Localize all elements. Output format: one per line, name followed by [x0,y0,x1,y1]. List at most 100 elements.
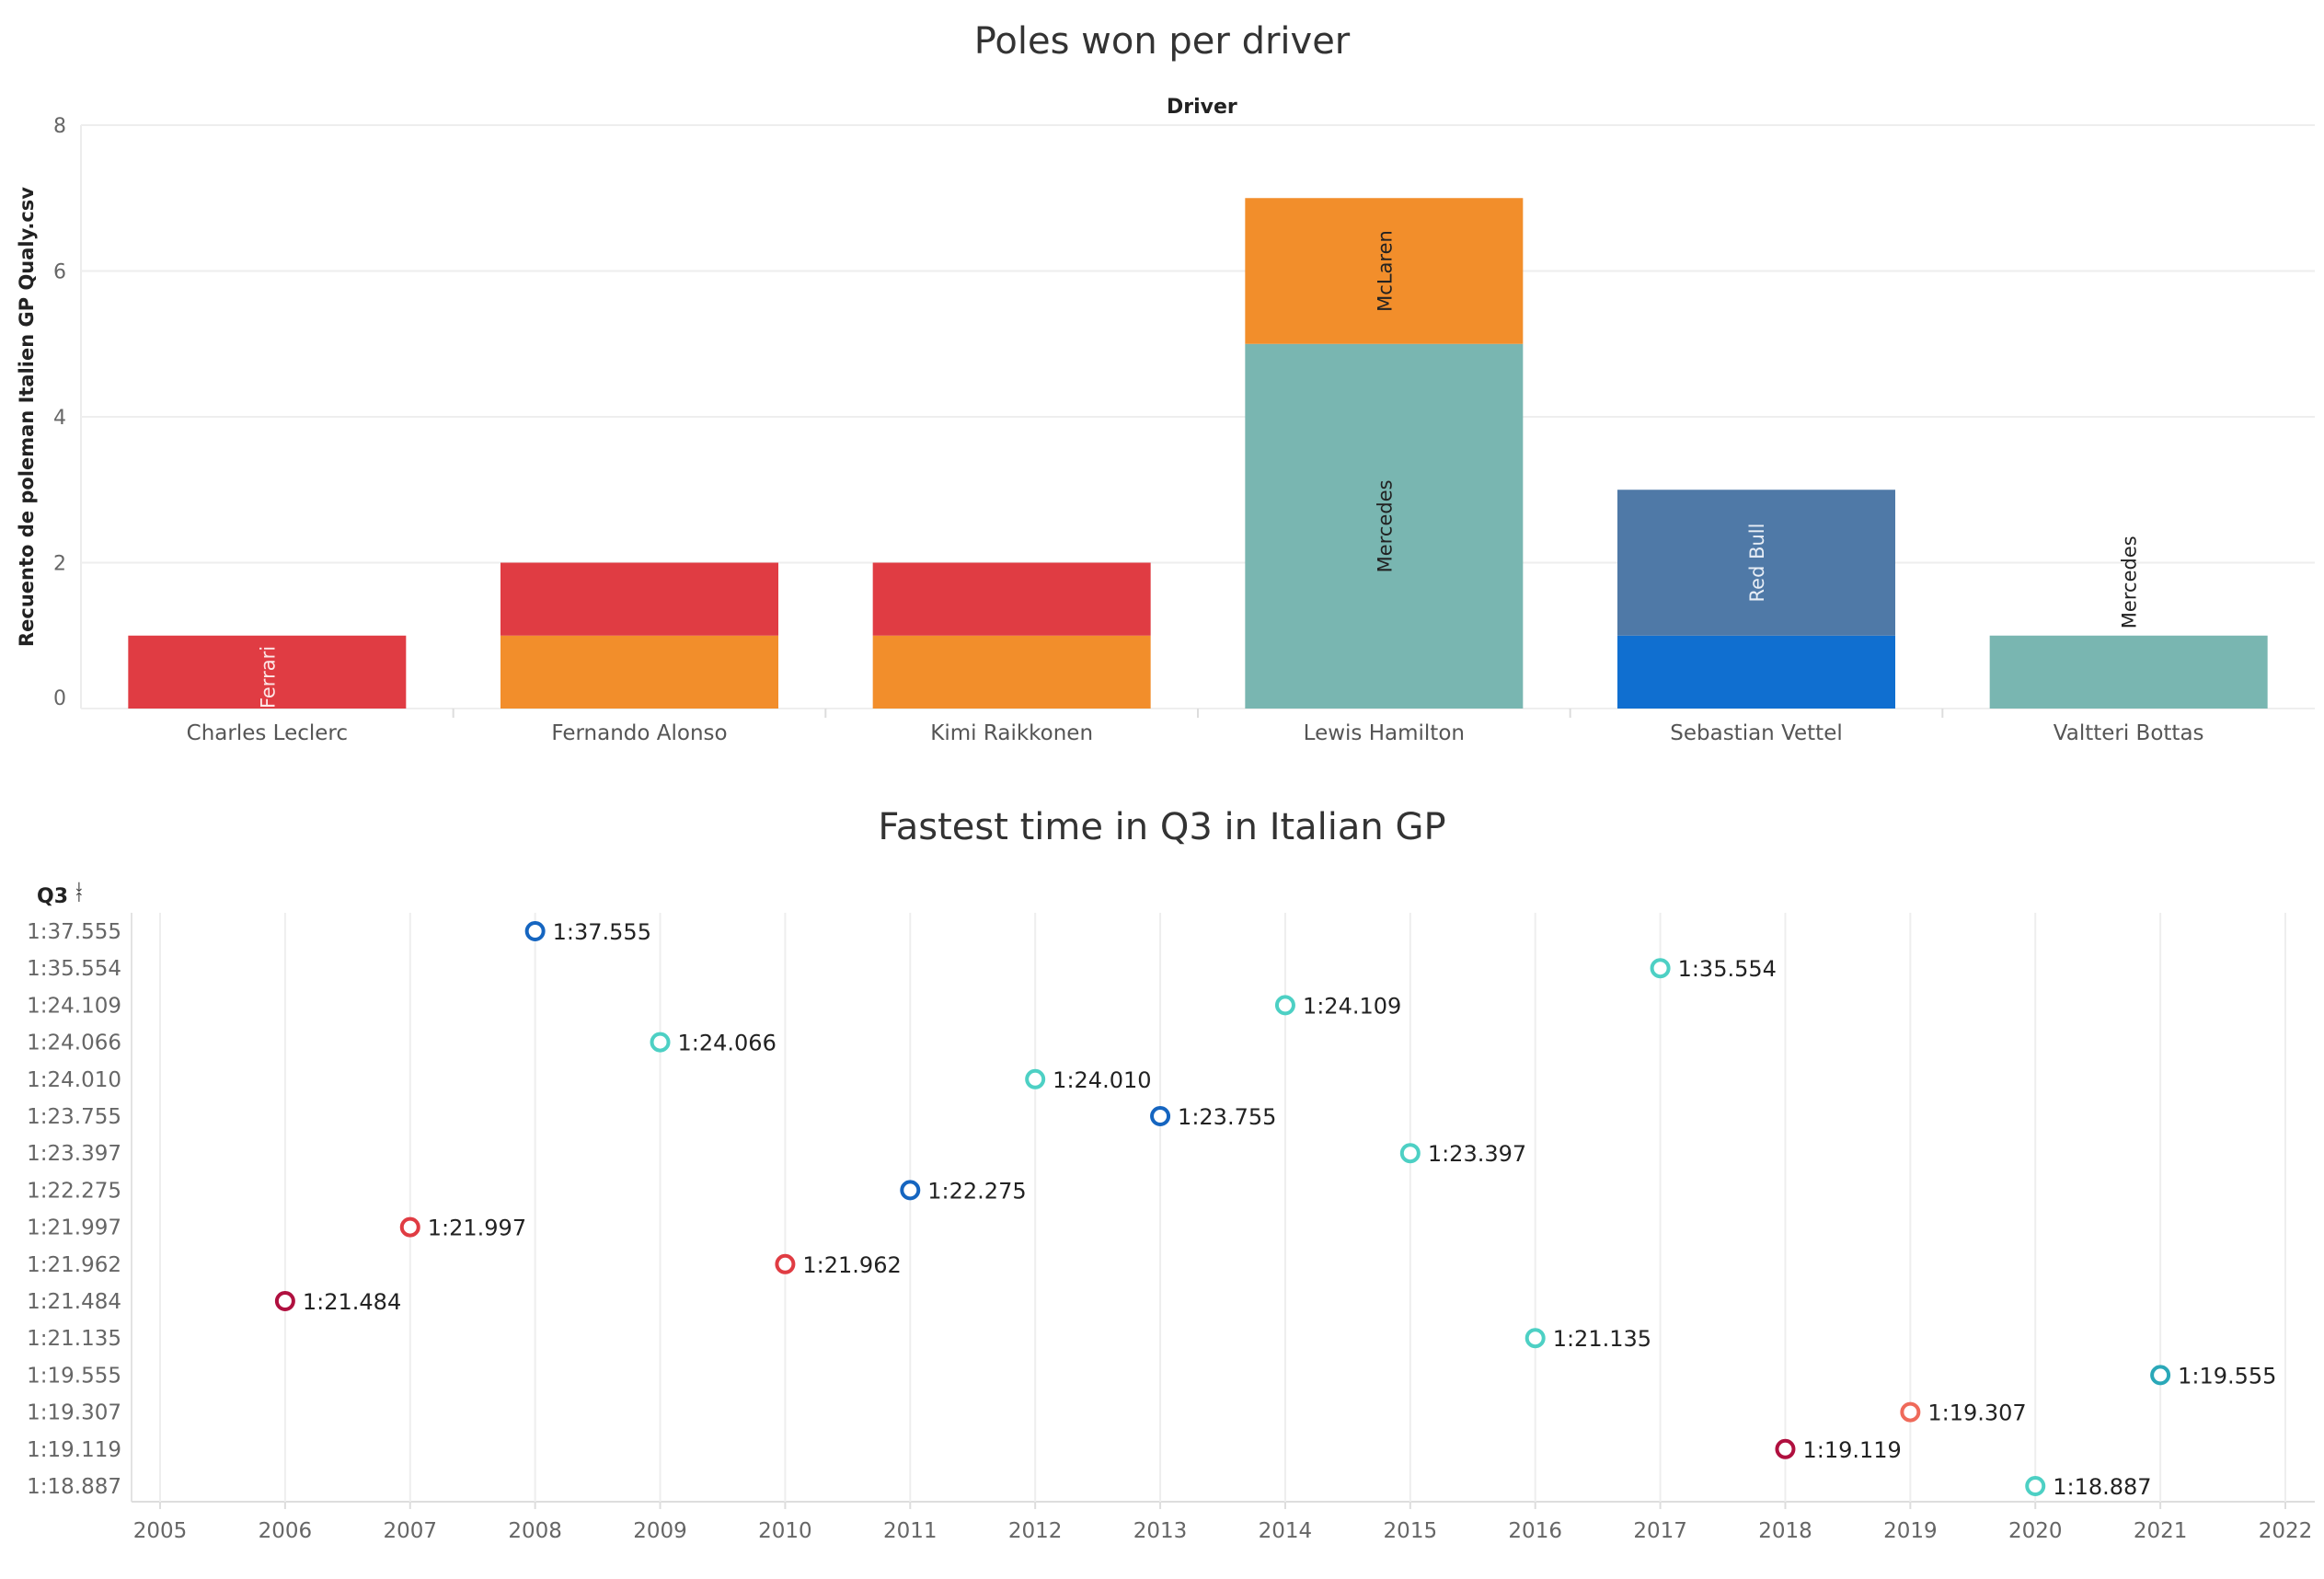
scatter-x-tick-label: 2011 [883,1519,938,1543]
bar-segment [872,562,1151,636]
bar-y-tick-label: 6 [53,261,66,284]
bar-segment [500,635,778,709]
scatter-x-tick-label: 2019 [1883,1519,1938,1543]
bar-x-tick-label: Sebastian Vettel [1670,721,1843,745]
scatter-x-tick-label: 2010 [758,1519,812,1543]
scatter-point-label: 1:21.997 [428,1216,526,1241]
scatter-point-label: 1:21.962 [802,1252,901,1278]
scatter-point [775,1253,796,1274]
scatter-x-tick-label: 2018 [1758,1519,1812,1543]
bar-x-tick-label: Charles Leclerc [187,721,348,745]
scatter-x-tick-label: 2021 [2134,1519,2188,1543]
scatter-y-tick-label: 1:18.887 [27,1475,121,1499]
scatter-point [1150,1106,1171,1126]
bar-segment-label: Mercedes [2119,536,2141,628]
scatter-point [1274,995,1295,1016]
bar-segment [1989,635,2268,709]
scatter-y-tick-label: 1:19.119 [27,1438,121,1462]
scatter-point [2150,1365,2171,1386]
scatter-x-tick-label: 2017 [1633,1519,1687,1543]
scatter-x-tick-label: 2008 [508,1519,562,1543]
scatter-point-label: 1:21.135 [1553,1326,1651,1352]
scatter-x-tick-label: 2022 [2259,1519,2313,1543]
q3-column-header: Q3 [37,885,69,908]
scatter-point [900,1180,921,1201]
bar-x-tick-label: Lewis Hamilton [1304,721,1465,745]
bar-segment [128,635,407,709]
scatter-x-tick-label: 2013 [1133,1519,1188,1543]
scatter-y-tick-label: 1:19.555 [27,1364,121,1388]
scatter-point-label: 1:24.109 [1303,993,1401,1019]
scatter-point-label: 1:19.307 [1927,1400,2026,1426]
scatter-x-tick-label: 2006 [259,1519,313,1543]
scatter-y-tick-label: 1:24.010 [27,1068,121,1092]
scatter-x-tick-label: 2014 [1259,1519,1313,1543]
scatter-y-tick-label: 1:23.755 [27,1105,121,1129]
bar-segment [1617,635,1895,709]
sort-descending-icon[interactable]: ↓ ↑ [74,881,85,905]
bar-y-tick-label: 0 [53,687,66,710]
scatter-chart: 2005 2006 2007 2008 2009 2010 2011 2012 2013 2014… [27,913,2315,1543]
bar-y-tick-label: 2 [53,553,66,576]
scatter-point [1775,1438,1796,1459]
scatter-point [524,921,546,941]
scatter-point [2025,1476,2046,1496]
scatter-point-label: 1:18.887 [2053,1474,2151,1500]
scatter-point-label: 1:21.484 [303,1289,401,1315]
scatter-point [274,1291,295,1311]
scatter-y-tick-label: 1:21.135 [27,1327,121,1351]
scatter-x-tick-label: 2009 [633,1519,687,1543]
scatter-point [399,1216,420,1238]
scatter-point-label: 1:24.010 [1053,1067,1151,1093]
scatter-y-tick-label: 1:21.997 [27,1216,121,1240]
bar-segment [500,562,778,636]
scatter-point-label: 1:23.397 [1428,1141,1526,1167]
bar-chart: 0 2 4 6 8 Recuento de poleman Italien GP Qual… [16,115,2315,745]
scatter-y-tick-label: 1:24.109 [27,994,121,1018]
scatter-point-label: 1:37.555 [553,919,651,945]
bar-x-tick-label: Valtteri Bottas [2054,721,2204,745]
scatter-x-tick-label: 2012 [1008,1519,1063,1543]
scatter-y-tick-label: 1:19.307 [27,1401,121,1425]
bar-segment [1245,343,1524,709]
bar-y-tick-label: 8 [53,115,66,138]
scatter-chart-title: Fastest time in Q3 in Italian GP [878,806,1446,848]
scatter-x-tick-label: 2005 [133,1519,188,1543]
scatter-y-tick-label: 1:22.275 [27,1179,121,1203]
scatter-y-tick-label: 1:35.554 [27,957,121,981]
scatter-point [1524,1328,1546,1349]
scatter-point-label: 1:24.066 [678,1031,777,1056]
scatter-x-tick-label: 2016 [1508,1519,1562,1543]
bar-x-tick-label: Kimi Raikkonen [930,721,1093,745]
bar-segment [1617,490,1895,636]
scatter-y-tick-label: 1:37.555 [27,920,121,944]
scatter-point [1900,1401,1921,1423]
bar-segment-label: Mercedes [1374,479,1396,572]
scatter-x-tick-label: 2015 [1384,1519,1438,1543]
scatter-point-label: 1:35.554 [1678,956,1777,982]
bar-chart-title: Poles won per driver [973,20,1351,63]
scatter-point-label: 1:19.119 [1802,1437,1901,1463]
bar-segment-label: McLaren [1374,230,1396,312]
bar-y-axis-title: Recuento de poleman Italien GP Qualy.csv [16,187,38,647]
bar-y-tick-label: 4 [53,407,66,430]
bar-segment-label: Ferrari [257,646,279,709]
scatter-y-tick-label: 1:21.962 [27,1253,121,1277]
driver-column-header: Driver [1167,96,1237,119]
scatter-point-label: 1:23.755 [1178,1104,1276,1130]
scatter-x-tick-label: 2007 [383,1519,437,1543]
scatter-y-tick-label: 1:24.066 [27,1032,121,1055]
bar-segment-label: Red Bull [1746,524,1768,603]
scatter-point [1399,1143,1421,1164]
bar-x-tick-label: Fernando Alonso [551,721,727,745]
bar-segment [1245,198,1524,344]
scatter-point-label: 1:19.555 [2178,1363,2276,1389]
scatter-point [1650,958,1671,979]
scatter-y-tick-label: 1:23.397 [27,1142,121,1166]
scatter-point [650,1032,671,1053]
scatter-x-tick-label: 2020 [2008,1519,2063,1543]
scatter-point [1025,1068,1046,1089]
bar-segment [872,635,1151,709]
scatter-y-tick-label: 1:21.484 [27,1290,121,1314]
